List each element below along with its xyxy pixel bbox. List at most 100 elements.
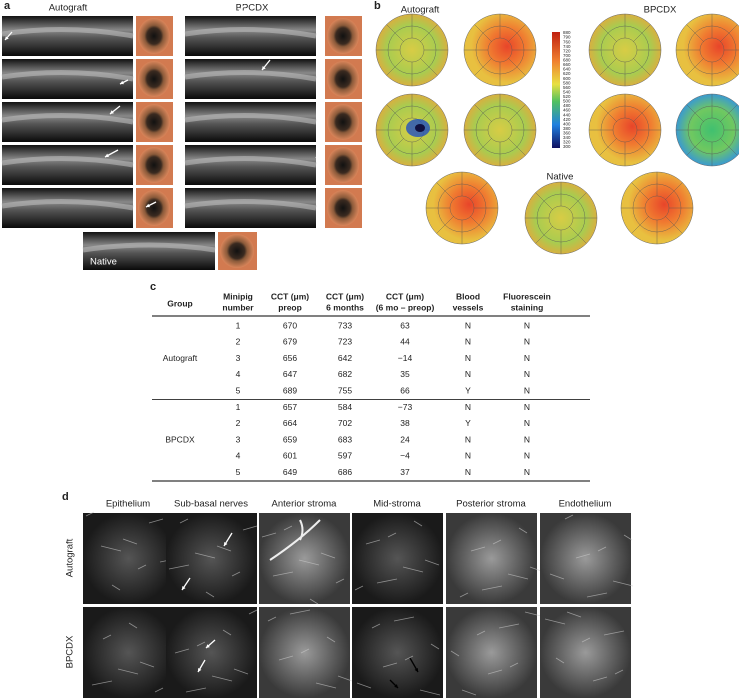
table-header: preop — [278, 302, 302, 312]
colorbar-tick-label: 420 — [563, 117, 571, 122]
texture — [128, 622, 138, 629]
column-title: Native — [547, 172, 574, 183]
texture — [196, 641, 206, 647]
confocal-image — [540, 607, 631, 698]
texture — [289, 609, 311, 615]
table-cell: 4 — [236, 369, 241, 379]
map-spoke — [474, 58, 492, 76]
texture — [487, 669, 503, 675]
table-cell: 66 — [400, 385, 410, 395]
texture — [507, 573, 529, 580]
table-header: CCT (μm) — [326, 291, 364, 301]
texture — [122, 538, 138, 545]
table-cell: Y — [465, 418, 471, 428]
texture — [283, 525, 293, 531]
texture — [492, 539, 502, 545]
texture — [337, 675, 353, 682]
texture — [248, 609, 258, 615]
texture — [185, 687, 207, 693]
table-cell: 686 — [338, 467, 352, 477]
column-title: Anterior stroma — [272, 499, 338, 510]
map-spoke — [420, 24, 438, 42]
table-cell: 755 — [338, 385, 352, 395]
map-spoke — [436, 182, 454, 200]
table-cell: 723 — [338, 337, 352, 347]
texture — [278, 655, 294, 661]
colorbar-tick-label: 680 — [563, 58, 571, 63]
column-title: BPCDX — [644, 5, 677, 16]
map-spoke — [720, 104, 738, 122]
table-header: Group — [167, 298, 193, 308]
texture — [300, 648, 310, 654]
texture — [85, 511, 95, 517]
eye — [327, 61, 359, 97]
table-cell: 1 — [236, 402, 241, 412]
colorbar-tick-label: 880 — [563, 30, 571, 35]
texture — [174, 648, 190, 654]
map-spoke — [508, 138, 526, 156]
texture — [450, 650, 460, 657]
table-cell: 2 — [236, 337, 241, 347]
colorbar-tick-label: 300 — [563, 144, 571, 149]
panel-label: d — [62, 491, 69, 503]
texture — [404, 655, 414, 661]
table-header: Minipig — [223, 291, 253, 301]
cornea-band — [1, 155, 134, 168]
colorbar-tick-label: 520 — [563, 94, 571, 99]
texture — [623, 534, 633, 541]
oct-scan — [185, 16, 316, 56]
oct-scan — [83, 232, 215, 270]
map-spoke — [631, 182, 649, 200]
table-cell: 2 — [236, 418, 241, 428]
map-spoke — [720, 58, 738, 76]
table-cell: 35 — [400, 369, 410, 379]
texture — [393, 616, 415, 622]
confocal-image — [83, 513, 174, 604]
texture — [592, 676, 608, 682]
confocal-image — [352, 607, 443, 698]
texture — [555, 657, 565, 664]
map-spoke — [599, 104, 617, 122]
eye — [138, 18, 170, 54]
colorbar-tick-label: 790 — [563, 35, 571, 40]
texture — [100, 545, 122, 552]
colorbar-tick-label: 760 — [563, 39, 571, 44]
table-cell: 670 — [283, 320, 297, 330]
map-spoke — [386, 138, 404, 156]
map-spoke — [633, 104, 651, 122]
texture — [419, 689, 441, 696]
cornea-band — [184, 155, 317, 168]
texture — [612, 580, 634, 587]
table-cell: 659 — [283, 434, 297, 444]
table-header: CCT (μm) — [386, 291, 424, 301]
confocal-image — [259, 607, 350, 698]
texture — [320, 552, 336, 559]
map-spoke — [569, 192, 587, 210]
map-spoke — [686, 104, 704, 122]
eye — [138, 190, 170, 226]
colorbar — [552, 32, 560, 148]
texture — [498, 623, 520, 629]
table-header: vessels — [453, 302, 484, 312]
table-cell: N — [465, 337, 471, 347]
map-spoke — [470, 216, 488, 234]
map-spoke — [720, 24, 738, 42]
table-cell: 44 — [400, 337, 410, 347]
table-cell: N — [524, 385, 530, 395]
texture — [335, 578, 345, 584]
colorbar-tick-label: 540 — [563, 89, 571, 94]
table-cell: 657 — [283, 402, 297, 412]
column-title: Autograft — [49, 3, 88, 14]
colorbar-tick-label: 340 — [563, 135, 571, 140]
texture — [564, 514, 574, 520]
table-cell: 682 — [338, 369, 352, 379]
arrow-head — [105, 153, 109, 158]
colorbar-tick-label: 320 — [563, 140, 571, 145]
texture — [148, 518, 164, 524]
map-spoke — [386, 58, 404, 76]
texture — [272, 571, 294, 577]
eye — [327, 18, 359, 54]
texture — [154, 687, 164, 693]
eye — [138, 61, 170, 97]
texture — [430, 643, 440, 650]
